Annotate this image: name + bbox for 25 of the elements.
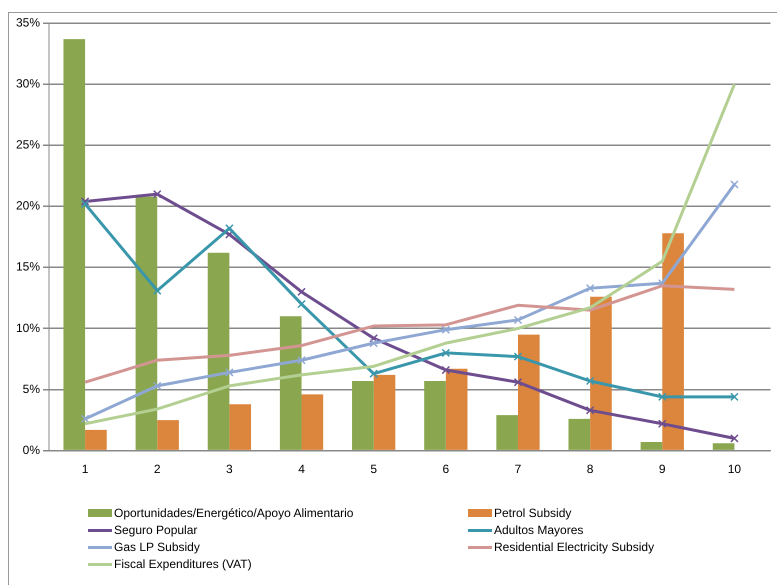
y-tick-label: 10% [16, 320, 40, 335]
x-tick-label: 3 [226, 462, 234, 476]
legend-label: Seguro Popular [114, 523, 198, 537]
legend-label: Petrol Subsidy [494, 506, 572, 520]
y-tick-label: 30% [16, 76, 40, 91]
legend-label: Fiscal Expenditures (VAT) [114, 557, 252, 571]
x-tick-label: 7 [514, 462, 522, 476]
y-tick-label: 15% [16, 260, 40, 274]
x-tick-label: 9 [658, 462, 666, 476]
legend-label: Residential Electricity Subsidy [494, 540, 654, 554]
x-tick-label: 5 [370, 462, 378, 476]
x-tick-label: 6 [442, 462, 450, 476]
x-tick-label: 1 [82, 462, 89, 476]
y-tick-label: 25% [16, 138, 40, 152]
y-tick-label: 0% [22, 442, 40, 457]
legend-label: Gas LP Subsidy [114, 540, 200, 554]
y-tick-label: 20% [16, 198, 40, 213]
y-tick-label: 5% [22, 382, 40, 396]
x-tick-label: 10 [728, 462, 742, 476]
x-tick-label: 2 [154, 462, 161, 476]
legend-label: Adultos Mayores [494, 523, 584, 537]
y-tick-label: 35% [16, 16, 40, 30]
x-tick-label: 8 [586, 462, 594, 476]
x-tick-label: 4 [298, 462, 306, 476]
legend-label: Oportunidades/Energético/Apoyo Alimentario [114, 506, 354, 520]
